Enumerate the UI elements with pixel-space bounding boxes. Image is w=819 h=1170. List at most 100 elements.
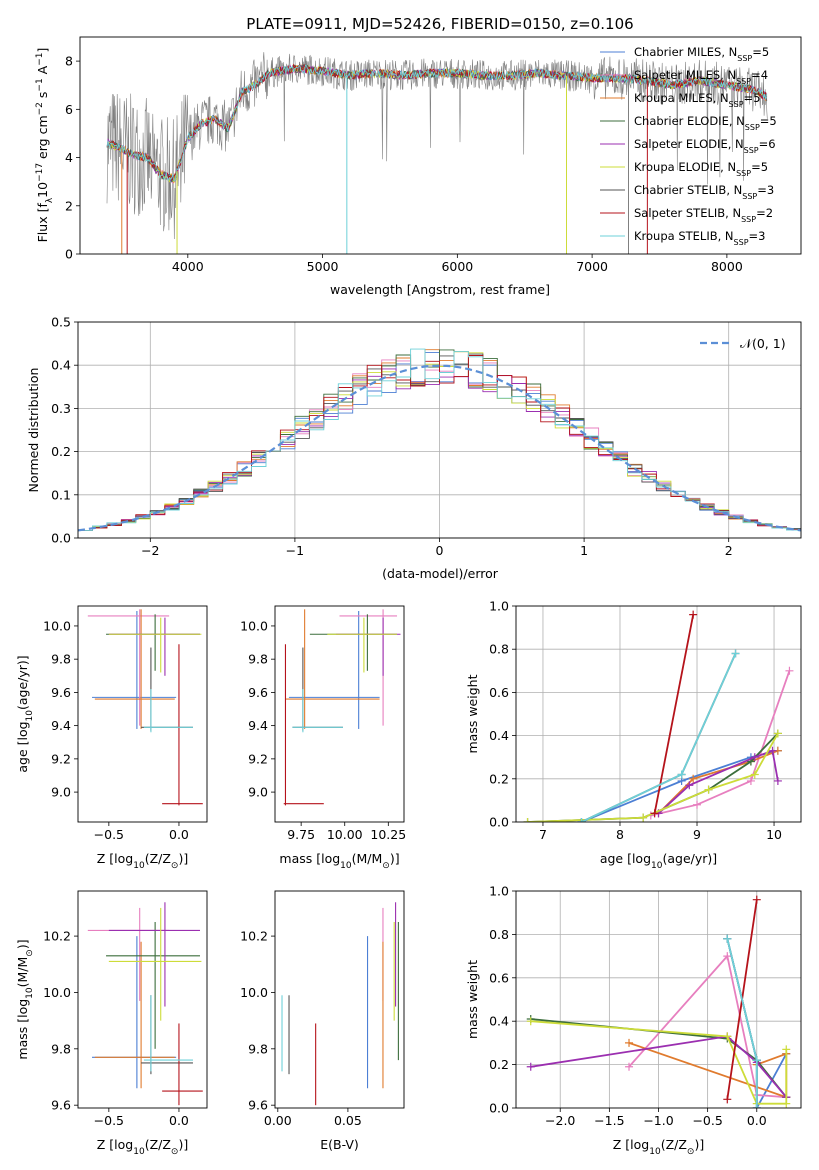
- y-tick-label: 9.6: [248, 1098, 268, 1113]
- weight-marker-kroupa-stelib: [677, 770, 686, 779]
- y-tick-label: 6: [65, 102, 73, 117]
- y-axis-label: mass weight: [465, 674, 480, 753]
- x-tick-label: −0.5: [94, 827, 124, 842]
- y-tick-label: 0.0: [489, 1101, 509, 1116]
- y-tick-label: 9.6: [51, 685, 71, 700]
- y-axis-label: mass weight: [465, 960, 480, 1039]
- figure-title: PLATE=0911, MJD=52426, FIBERID=0150, z=0…: [246, 15, 633, 33]
- chart-weight_vs_Z: −2.0 −1.5 −1.0 −0.5 0.0 0.0 0.2 0.4 0.6 0.8 1.0 Z […: [465, 884, 802, 1157]
- legend-entry: Kroupa STELIB, NSSP=3: [634, 229, 765, 247]
- weight-marker-salpeter-stelib: [650, 809, 659, 818]
- x-tick-label: −1.5: [594, 1113, 624, 1128]
- weight-marker-salpeter-miles: [746, 776, 755, 785]
- x-tick-label: 0.0: [169, 827, 189, 842]
- x-tick-label: 10.00: [327, 827, 363, 842]
- y-tick-label: 0.2: [51, 444, 71, 459]
- legend-entry: Chabrier STELIB, NSSP=3: [634, 183, 774, 201]
- y-axis-label: mass [log10(M/M⊙)]: [15, 939, 35, 1059]
- y-tick-label: 10.0: [43, 985, 71, 1000]
- y-tick-label: 0.0: [489, 815, 509, 830]
- y-tick-label: 1.0: [489, 599, 509, 614]
- y-tick-label: 0.2: [489, 771, 509, 786]
- y-tick-label: 10.2: [43, 929, 71, 944]
- model-spectrum-kroupa-stelib: [106, 64, 768, 182]
- x-tick-label: 0: [436, 543, 444, 558]
- x-axis-label: age [log10(age/yr)]: [600, 851, 717, 871]
- histogram-kroupa-stelib: [78, 348, 801, 531]
- x-tick-label: 4000: [172, 259, 204, 274]
- y-tick-label: 9.8: [248, 652, 268, 667]
- weight-marker-kroupa-stelib: [731, 649, 740, 658]
- weight-marker-kroupa-miles: [625, 1038, 634, 1047]
- weight-marker-kroupa-stelib: [752, 1056, 761, 1065]
- weight-marker-salpeter-elodie: [773, 776, 782, 785]
- plot-layer: 4000 5000 6000 7000 8000 0 2 4 6 8 wavelength [Ang…: [15, 36, 802, 1157]
- weight-marker-kroupa-elodie: [704, 785, 713, 794]
- weight-line-salpeter-elodie: [530, 1035, 787, 1098]
- y-tick-label: 10.0: [240, 618, 268, 633]
- legend-entry: Salpeter STELIB, NSSP=2: [634, 206, 773, 224]
- weight-marker-salpeter-stelib: [723, 1095, 732, 1104]
- y-tick-label: 0.5: [51, 315, 71, 330]
- weight-line-salpeter-miles: [650, 670, 791, 817]
- weight-line-kroupa-elodie: [527, 732, 779, 822]
- weight-marker-kroupa-elodie: [782, 1099, 791, 1108]
- legend-entry: Salpeter MILES, NSSP=4: [634, 68, 768, 86]
- weight-marker-kroupa-miles: [689, 774, 698, 783]
- y-tick-label: 9.2: [51, 751, 71, 766]
- weight-marker-kroupa-elodie: [773, 729, 782, 738]
- y-axis-label: age [log10(age/yr)]: [15, 655, 35, 772]
- x-axis-label: E(B-V): [320, 1137, 359, 1152]
- x-tick-label: 10.25: [370, 827, 406, 842]
- y-tick-label: 9.8: [51, 1041, 71, 1056]
- plot-area-mass_vs_ebv: [281, 902, 399, 1106]
- y-tick-label: 9.6: [51, 1098, 71, 1113]
- x-tick-label: 9: [693, 827, 701, 842]
- y-tick-label: 9.4: [248, 718, 268, 733]
- legend-entry: Chabrier ELODIE, NSSP=5: [634, 114, 777, 132]
- weight-marker-kroupa-elodie: [639, 813, 648, 822]
- x-tick-label: −1.0: [643, 1113, 673, 1128]
- weight-marker-kroupa-elodie: [523, 818, 532, 822]
- y-tick-label: 0: [65, 247, 73, 262]
- y-tick-label: 9.8: [51, 652, 71, 667]
- chart-mass_vs_Z: −0.5 0.0 9.6 9.8 10.0 10.2 Z [log10(Z/Z⊙)] mass…: [15, 890, 208, 1157]
- y-tick-label: 8: [65, 54, 73, 69]
- y-axis-label: Flux [fλ10−17 erg cm−2 s−1 A−1]: [35, 48, 55, 243]
- weight-marker-salpeter-elodie: [768, 746, 777, 755]
- x-tick-label: 0.0: [169, 1113, 189, 1128]
- x-tick-label: 1: [580, 543, 588, 558]
- y-tick-label: 0.4: [489, 728, 509, 743]
- plot-area-age_vs_Z: [87, 609, 203, 806]
- y-tick-label: 4: [65, 150, 73, 165]
- weight-marker-salpeter-stelib: [752, 895, 761, 904]
- y-tick-label: 9.8: [248, 1041, 268, 1056]
- x-axis-label: wavelength [Angstrom, rest frame]: [330, 282, 550, 297]
- weight-marker-kroupa-elodie: [526, 1017, 535, 1026]
- legend-entry: Kroupa MILES, NSSP=5: [634, 91, 760, 109]
- x-tick-label: −1: [286, 543, 304, 558]
- axes-frame: [77, 605, 208, 823]
- weight-marker-kroupa-stelib: [723, 934, 732, 943]
- chart-age_vs_Z: −0.5 0.0 9.0 9.2 9.4 9.6 9.8 10.0 Z [log10(Z/Z⊙)…: [15, 605, 208, 871]
- weight-marker-kroupa-elodie: [782, 1045, 791, 1054]
- x-tick-label: 0.0: [747, 1113, 767, 1128]
- y-tick-label: 0.8: [489, 642, 509, 657]
- weight-marker-salpeter-miles: [723, 952, 732, 961]
- plot-area-mass_vs_Z: [87, 902, 203, 1106]
- legend-entry: Kroupa ELODIE, NSSP=5: [634, 160, 768, 178]
- axes-frame: [515, 605, 802, 823]
- x-tick-label: 7: [539, 827, 547, 842]
- x-tick-label: 8: [616, 827, 624, 842]
- y-tick-label: 0.6: [489, 970, 509, 985]
- chart-residuals: −2 −1 0 1 2 0.0 0.1 0.2 0.3 0.4 0.5 (data-model)/er…: [26, 315, 802, 581]
- axes-frame: [515, 890, 802, 1109]
- x-tick-label: −0.5: [94, 1113, 124, 1128]
- axes-frame: [77, 890, 208, 1109]
- x-tick-label: 10: [766, 827, 782, 842]
- x-tick-label: 9.75: [287, 827, 315, 842]
- x-tick-label: 8000: [711, 259, 743, 274]
- y-tick-label: 10.0: [240, 985, 268, 1000]
- y-tick-label: 0.4: [489, 1014, 509, 1029]
- x-tick-label: −2.0: [545, 1113, 575, 1128]
